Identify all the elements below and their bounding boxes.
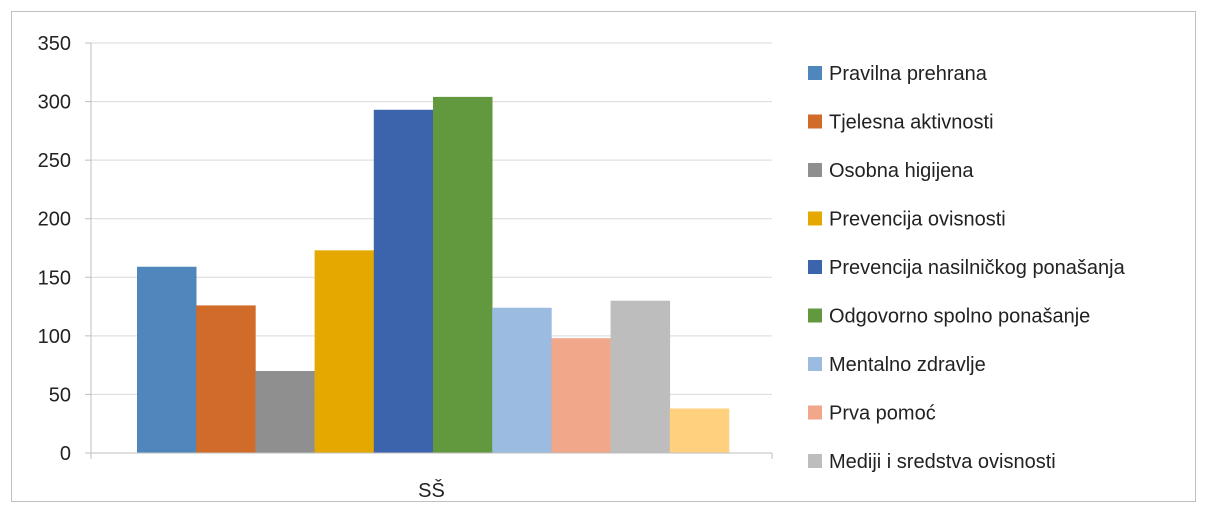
bar <box>433 96 493 453</box>
y-tick-label: 0 <box>60 443 71 465</box>
legend-entry: Osobna higijena <box>829 160 974 182</box>
legend-entry: Odgovorno spolno ponašanje <box>829 306 1090 328</box>
legend-entry: Tjelesna aktivnosti <box>829 112 994 134</box>
bar <box>196 305 256 453</box>
legend-entry: Prevencija ovisnosti <box>829 209 1006 231</box>
bar <box>255 371 315 453</box>
legend-swatch <box>808 357 822 371</box>
legend-swatch <box>808 308 822 323</box>
legend-entry: Prva pomoć <box>829 403 936 425</box>
legend-swatch <box>808 211 822 226</box>
legend-entry: Pravilna prehrana <box>829 63 988 85</box>
bars <box>137 96 730 454</box>
bar <box>492 307 552 453</box>
y-tick-label: 200 <box>38 209 71 231</box>
y-tick-labels: 0 50 100 150 200 250 300 350 <box>38 33 71 465</box>
legend-swatch <box>808 163 822 177</box>
x-category-labels: SŠ <box>418 479 445 502</box>
y-tick-label: 150 <box>38 267 71 289</box>
legend-swatch <box>808 405 822 420</box>
legend-swatch <box>808 66 822 80</box>
bar <box>669 408 730 453</box>
legend-entry: Mediji i sredstva ovisnosti <box>829 451 1056 473</box>
axes <box>90 43 773 459</box>
bar <box>610 300 671 453</box>
bar <box>373 109 434 454</box>
y-tick-label: 100 <box>38 326 71 348</box>
y-tick-label: 50 <box>49 384 71 406</box>
bar <box>314 250 375 453</box>
legend: Pravilna prehrana Tjelesna aktivnosti Osob… <box>808 63 1126 473</box>
bar <box>137 266 197 453</box>
bar <box>551 338 611 453</box>
y-tick-label: 250 <box>38 150 71 172</box>
legend-swatch <box>808 114 822 129</box>
x-category-label: SŠ <box>418 479 445 502</box>
legend-entry: Prevencija nasilničkog ponašanja <box>829 257 1126 279</box>
legend-swatch <box>808 260 822 274</box>
legend-entry: Mentalno zdravlje <box>829 354 986 376</box>
y-tick-label: 350 <box>38 33 71 55</box>
y-tick-label: 300 <box>38 92 71 114</box>
legend-swatch <box>808 454 822 468</box>
